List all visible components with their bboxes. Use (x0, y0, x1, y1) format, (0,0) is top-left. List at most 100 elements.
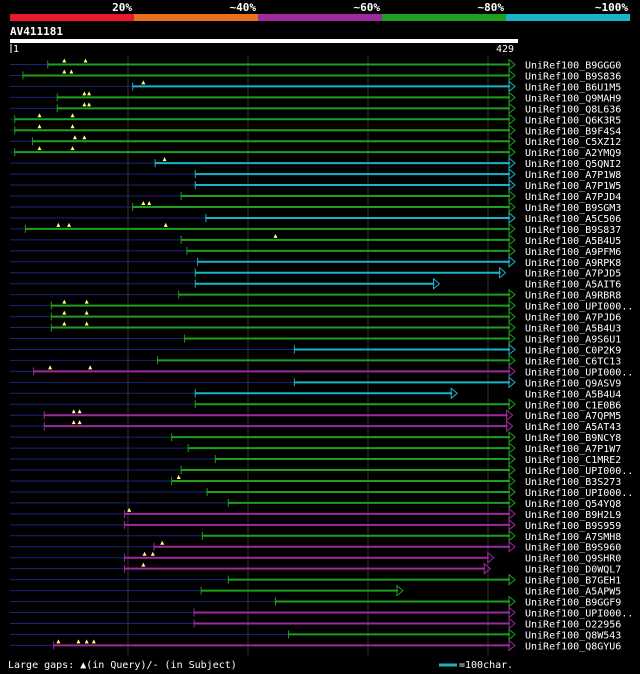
hit-row[interactable]: UniRef100_A9PFM6 (10, 244, 621, 258)
hit-row[interactable]: UniRef100_B9NCY8 (10, 431, 621, 444)
hit-label[interactable]: UniRef100_B9GGF9 (525, 598, 621, 609)
hit-label[interactable]: UniRef100_A7PJD6 (525, 313, 621, 324)
hit-label[interactable]: UniRef100_UPI000.. (525, 466, 633, 477)
hit-label[interactable]: UniRef100_A7P1W5 (525, 181, 621, 192)
hit-row[interactable]: UniRef100_B9S837 (10, 222, 621, 236)
hit-label[interactable]: UniRef100_Q9SHR0 (525, 554, 621, 565)
hit-label[interactable]: UniRef100_A9RBR8 (525, 291, 621, 302)
hit-label[interactable]: UniRef100_Q6K3R5 (525, 115, 621, 126)
hit-label[interactable]: UniRef100_B9S837 (525, 225, 621, 236)
hit-row[interactable]: UniRef100_B9F4S4 (10, 124, 621, 137)
hit-label[interactable]: UniRef100_A7P1W7 (525, 444, 621, 455)
hit-label[interactable]: UniRef100_A5AIT6 (525, 280, 621, 291)
hit-label[interactable]: UniRef100_UPI000.. (525, 488, 633, 499)
hit-row[interactable]: UniRef100_A7SMH8 (10, 529, 621, 543)
hit-row[interactable]: UniRef100_Q8L636 (10, 102, 621, 115)
hit-row[interactable]: UniRef100_Q54YQ8 (10, 496, 621, 510)
hit-row[interactable]: UniRef100_C6TC13 (10, 354, 621, 367)
hit-label[interactable]: UniRef100_B9GGG0 (525, 61, 621, 72)
hit-label[interactable]: UniRef100_B9H2L9 (525, 510, 621, 521)
hit-row[interactable]: UniRef100_D0WQL7 (10, 562, 621, 576)
hit-row[interactable]: UniRef100_A7P1W5 (10, 178, 621, 192)
hit-label[interactable]: UniRef100_A9PFM6 (525, 247, 621, 258)
hit-row[interactable]: UniRef100_A5B4U5 (10, 233, 621, 247)
hit-label[interactable]: UniRef100_B9S959 (525, 521, 621, 532)
hit-label[interactable]: UniRef100_A5AT43 (525, 422, 621, 433)
hit-label[interactable]: UniRef100_UPI000.. (525, 367, 633, 378)
hit-row[interactable]: UniRef100_A7PJD5 (10, 266, 621, 280)
hit-row[interactable]: UniRef100_A2YMQ9 (10, 146, 621, 159)
hit-label[interactable]: UniRef100_C5XZ12 (525, 137, 621, 148)
hit-row[interactable]: UniRef100_UPI000.. (10, 365, 633, 378)
hit-label[interactable]: UniRef100_A5B4U4 (525, 389, 621, 400)
hit-row[interactable]: UniRef100_B9H2L9 (10, 507, 621, 521)
hit-label[interactable]: UniRef100_A5B4U3 (525, 324, 621, 335)
hit-label[interactable]: UniRef100_UPI000.. (525, 609, 633, 620)
hit-label[interactable]: UniRef100_A5APW5 (525, 587, 621, 598)
hit-label[interactable]: UniRef100_B6U1M5 (525, 82, 621, 93)
hit-label[interactable]: UniRef100_B7GEH1 (525, 576, 621, 587)
hit-row[interactable]: UniRef100_A5APW5 (10, 584, 621, 598)
hit-row[interactable]: UniRef100_Q9SHR0 (10, 551, 621, 565)
hit-row[interactable]: UniRef100_A9S6U1 (10, 332, 621, 346)
hit-row[interactable]: UniRef100_UPI000.. (10, 485, 633, 499)
hit-label[interactable]: UniRef100_C1E0B6 (525, 400, 621, 411)
hit-row[interactable]: UniRef100_B3S273 (10, 474, 621, 488)
hit-row[interactable]: UniRef100_A5C506 (10, 211, 621, 225)
hit-row[interactable]: UniRef100_UPI000.. (10, 299, 633, 313)
hit-label[interactable]: UniRef100_C0P2K9 (525, 345, 621, 356)
hit-label[interactable]: UniRef100_B9S836 (525, 71, 621, 82)
hit-row[interactable]: UniRef100_C0P2K9 (10, 343, 621, 356)
hit-label[interactable]: UniRef100_B9SGM3 (525, 203, 621, 214)
hit-row[interactable]: UniRef100_A7P1W7 (10, 442, 621, 455)
hit-row[interactable]: UniRef100_Q8GYU6 (10, 639, 621, 652)
hit-row[interactable]: UniRef100_A7P1W8 (10, 168, 621, 181)
hit-label[interactable]: UniRef100_A7P1W8 (525, 170, 621, 181)
hit-label[interactable]: UniRef100_A9RPK8 (525, 258, 621, 269)
hit-row[interactable]: UniRef100_A5B4U4 (10, 387, 621, 400)
hit-label[interactable]: UniRef100_A5C506 (525, 214, 621, 225)
hit-label[interactable]: UniRef100_Q9MAH9 (525, 93, 621, 104)
hit-row[interactable]: UniRef100_C5XZ12 (10, 135, 621, 148)
hit-row[interactable]: UniRef100_B7GEH1 (10, 573, 621, 587)
hit-row[interactable]: UniRef100_Q9MAH9 (10, 91, 621, 104)
hit-row[interactable]: UniRef100_A5B4U3 (10, 321, 621, 335)
hit-row[interactable]: UniRef100_B9S836 (10, 69, 621, 82)
hit-row[interactable]: UniRef100_A7PJD6 (10, 310, 621, 324)
hit-row[interactable]: UniRef100_C1MRE2 (10, 452, 621, 466)
hit-row[interactable]: UniRef100_UPI000.. (10, 463, 633, 477)
hit-label[interactable]: UniRef100_C1MRE2 (525, 455, 621, 466)
hit-label[interactable]: UniRef100_Q9ASV9 (525, 378, 621, 389)
hit-label[interactable]: UniRef100_A7QPM5 (525, 411, 621, 422)
hit-row[interactable]: UniRef100_A9RBR8 (10, 288, 621, 302)
hit-label[interactable]: UniRef100_A7PJD4 (525, 192, 621, 203)
hit-label[interactable]: UniRef100_Q8GYU6 (525, 641, 621, 652)
hit-label[interactable]: UniRef100_A7PJD5 (525, 269, 621, 280)
hit-row[interactable]: UniRef100_Q8W543 (10, 628, 621, 641)
hit-row[interactable]: UniRef100_A9RPK8 (10, 255, 621, 269)
hit-row[interactable]: UniRef100_UPI000.. (10, 606, 633, 620)
hit-row[interactable]: UniRef100_Q6K3R5 (10, 113, 621, 126)
hit-label[interactable]: UniRef100_C6TC13 (525, 356, 621, 367)
hit-label[interactable]: UniRef100_Q54YQ8 (525, 499, 621, 510)
hit-label[interactable]: UniRef100_O22956 (525, 619, 621, 630)
hit-label[interactable]: UniRef100_B9S960 (525, 543, 621, 554)
hit-row[interactable]: UniRef100_A7PJD4 (10, 189, 621, 203)
hit-row[interactable]: UniRef100_B9GGG0 (10, 58, 621, 72)
hit-row[interactable]: UniRef100_B9SGM3 (10, 200, 621, 214)
hit-row[interactable]: UniRef100_B9GGF9 (10, 595, 621, 609)
hit-label[interactable]: UniRef100_Q8L636 (525, 104, 621, 115)
hit-label[interactable]: UniRef100_Q8W543 (525, 630, 621, 641)
hit-label[interactable]: UniRef100_B9F4S4 (525, 126, 621, 137)
hit-row[interactable]: UniRef100_Q5QNI2 (10, 157, 621, 170)
hit-label[interactable]: UniRef100_Q5QNI2 (525, 159, 621, 170)
hit-row[interactable]: UniRef100_B6U1M5 (10, 80, 621, 93)
hit-row[interactable]: UniRef100_O22956 (10, 617, 621, 630)
hit-label[interactable]: UniRef100_D0WQL7 (525, 565, 621, 576)
hit-row[interactable]: UniRef100_Q9ASV9 (10, 376, 621, 389)
hit-row[interactable]: UniRef100_A5AIT6 (10, 277, 621, 291)
hit-label[interactable]: UniRef100_B3S273 (525, 477, 621, 488)
hit-label[interactable]: UniRef100_A9S6U1 (525, 335, 621, 346)
hit-row[interactable]: UniRef100_C1E0B6 (10, 398, 621, 411)
hit-label[interactable]: UniRef100_B9NCY8 (525, 433, 621, 444)
